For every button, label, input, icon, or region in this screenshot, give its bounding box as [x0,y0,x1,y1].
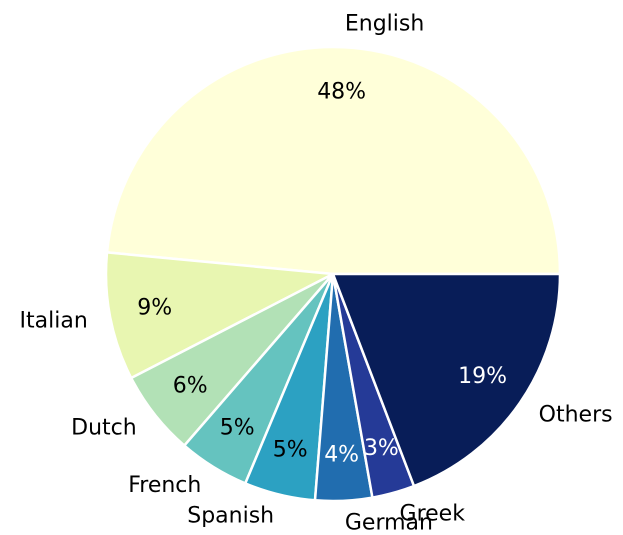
value-label: 9% [137,295,172,320]
slice-label: Italian [20,308,88,333]
pie-slice [105,45,562,276]
value-label: 19% [458,364,507,389]
slice-label: Greek [400,502,466,527]
slice-label: German [345,510,433,535]
slice-label: Spanish [187,504,274,529]
value-label: 4% [324,442,359,467]
value-label: 6% [173,373,208,398]
pie-slice [331,272,562,488]
value-label: 5% [273,437,308,462]
value-label: 3% [364,436,399,461]
slice-label: English [345,12,424,37]
value-label: 5% [220,415,255,440]
slice-label: French [128,473,201,498]
value-label: 48% [317,80,366,105]
slice-label: Dutch [71,415,137,440]
slice-label: Others [539,403,613,428]
pie-slice [104,251,338,380]
